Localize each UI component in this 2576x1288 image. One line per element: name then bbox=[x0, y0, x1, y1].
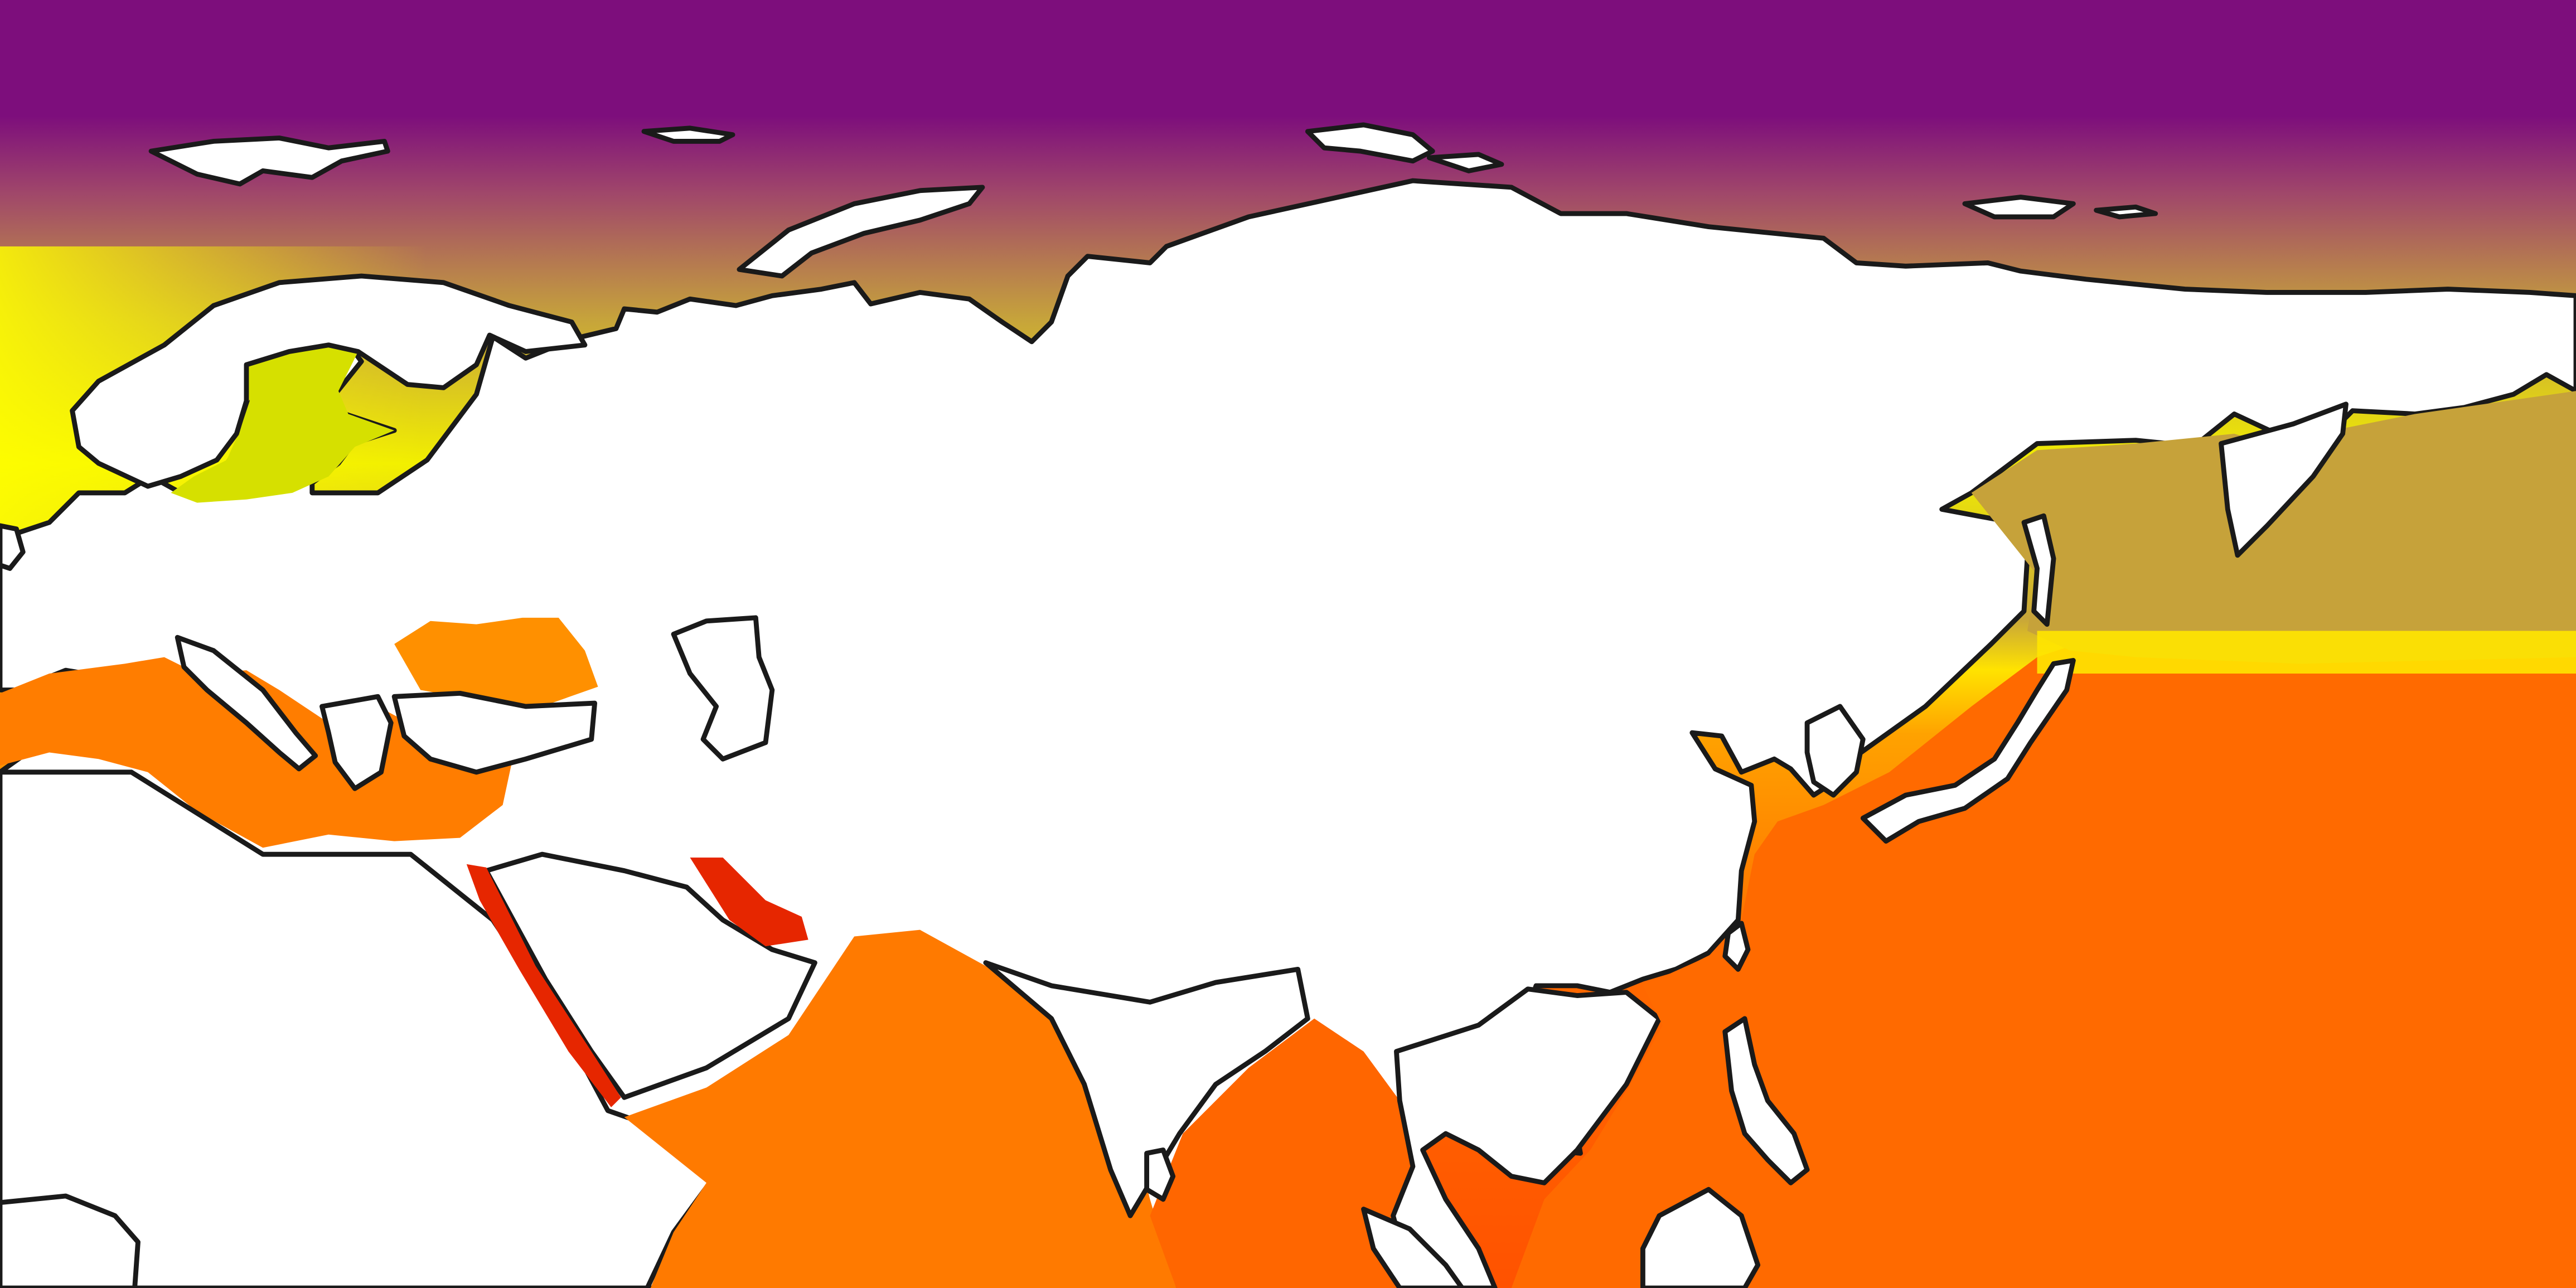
sri-lanka bbox=[1144, 1147, 1176, 1202]
madagascar-tip bbox=[0, 1193, 141, 1288]
franz-josef-land bbox=[641, 125, 735, 144]
mediterranean-sea bbox=[0, 657, 513, 848]
caspian-sea-outline bbox=[671, 615, 775, 762]
new-siberian-islands bbox=[1962, 195, 2076, 220]
red-sea-overlay bbox=[466, 864, 621, 1107]
svalbard bbox=[148, 135, 390, 187]
kamchatka bbox=[2219, 401, 2349, 558]
borneo bbox=[1640, 1187, 1761, 1288]
philippines bbox=[1722, 1016, 1810, 1185]
severnaya-zemlya bbox=[1305, 122, 1435, 164]
kuroshio-front-band bbox=[2037, 631, 2576, 674]
sea-of-okhotsk-bering bbox=[1971, 391, 2576, 664]
anatolia bbox=[391, 690, 598, 775]
novaya-zemlya bbox=[737, 185, 985, 279]
persian-gulf-overlay bbox=[690, 858, 808, 947]
indian-subcontinent bbox=[983, 960, 1310, 1218]
japan-islands bbox=[1860, 658, 2076, 844]
wrangel-island bbox=[2094, 204, 2158, 220]
balkan-greece bbox=[319, 694, 394, 791]
arabian-sea bbox=[624, 929, 1176, 1288]
black-sea bbox=[394, 617, 598, 706]
british-isles bbox=[0, 523, 26, 571]
baltic-sea bbox=[171, 345, 395, 503]
hokkaido-sakhalin bbox=[2021, 513, 2056, 627]
scandinavian-peninsula bbox=[70, 273, 588, 489]
taiwan bbox=[1722, 921, 1751, 972]
korean-peninsula bbox=[1804, 704, 1866, 798]
taymyr-islet bbox=[1426, 152, 1504, 173]
italy-peninsula bbox=[175, 635, 318, 772]
sumatra bbox=[1361, 1207, 1465, 1288]
